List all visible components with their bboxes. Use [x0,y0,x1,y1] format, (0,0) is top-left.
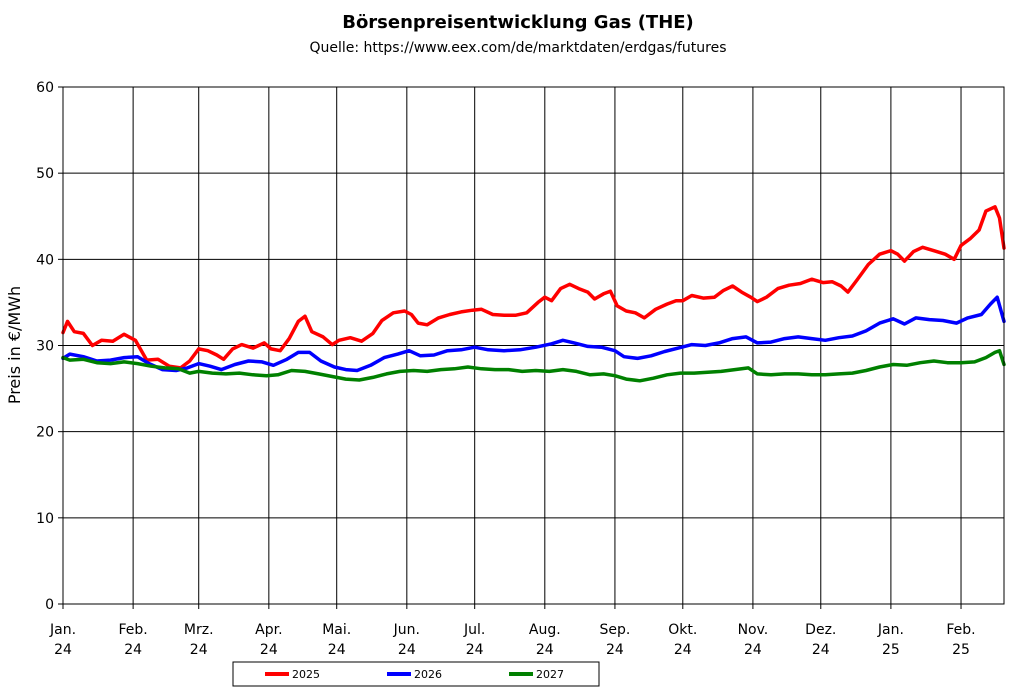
plot-frame [62,86,1005,605]
x-tick-label-year: 24 [54,642,72,658]
x-tick-label-month: Mai. [322,622,351,638]
x-tick-label-year: 24 [744,642,762,658]
x-tick-label-year: 24 [328,642,346,658]
legend-label-2026: 2026 [414,668,442,681]
x-tick-label-year: 24 [674,642,692,658]
y-tick-label: 50 [36,166,54,182]
series-line-2027 [61,348,1006,383]
x-tick-label-month: Jan. [49,622,76,638]
x-tick-label-month: Jun. [393,622,420,638]
chart-subtitle: Quelle: https://www.eex.com/de/marktdate… [309,40,726,56]
y-tick-label: 40 [36,252,54,268]
x-axis-ticks: Jan. 24 Feb. 24 Mrz. 24 Apr. 24 Mai. 24 Jun. 24 Jul.… [49,604,976,658]
y-tick-label: 10 [36,511,54,527]
legend-label-2025: 2025 [292,668,320,681]
y-tick-label: 60 [36,80,54,96]
legend-box [232,661,600,687]
x-tick-label-year: 25 [952,642,970,658]
y-tick-label: 0 [45,597,54,613]
x-tick-label-year: 24 [536,642,554,658]
series-lines [61,205,1006,383]
series-line-2026 [61,295,1006,373]
y-axis-label: Preis in €/MWh [5,286,24,404]
x-tick-label-year: 24 [260,642,278,658]
x-tick-label-month: Mrz. [184,622,214,638]
x-tick-label-year: 24 [398,642,416,658]
x-tick-label-month: Jan. [877,622,904,638]
legend: 2025 2026 2027 [232,661,600,687]
x-tick-label-year: 24 [466,642,484,658]
x-tick-label-year: 24 [190,642,208,658]
x-tick-label-month: Jul. [463,622,485,638]
x-tick-label-month: Nov. [738,622,769,638]
x-tick-label-year: 24 [812,642,830,658]
y-axis-ticks: 0 10 20 30 40 50 60 [36,80,63,613]
x-tick-label-month: Feb. [118,622,147,638]
x-tick-label-month: Aug. [529,622,561,638]
x-tick-label-year: 25 [882,642,900,658]
x-tick-label-year: 24 [606,642,624,658]
chart-title: Börsenpreisentwicklung Gas (THE) [342,12,694,33]
y-tick-label: 20 [36,425,54,441]
x-tick-label-month: Okt. [668,622,697,638]
legend-label-2027: 2027 [536,668,564,681]
x-tick-label-month: Apr. [255,622,282,638]
x-tick-label-year: 24 [124,642,142,658]
y-tick-label: 30 [36,339,54,355]
x-tick-label-month: Feb. [946,622,975,638]
grid [62,86,1004,605]
series-line-2025 [61,205,1006,370]
x-tick-label-month: Sep. [600,622,631,638]
x-tick-label-month: Dez. [805,622,836,638]
